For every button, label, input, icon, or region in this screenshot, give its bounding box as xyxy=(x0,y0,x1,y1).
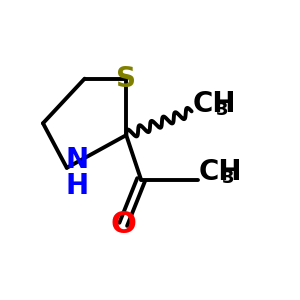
Text: N: N xyxy=(66,146,89,174)
Text: 3: 3 xyxy=(216,101,229,119)
Text: O: O xyxy=(110,210,136,239)
Text: 3: 3 xyxy=(222,169,234,187)
Text: CH: CH xyxy=(193,90,237,118)
Text: H: H xyxy=(66,172,89,200)
Text: CH: CH xyxy=(199,158,242,186)
Text: S: S xyxy=(116,65,136,93)
